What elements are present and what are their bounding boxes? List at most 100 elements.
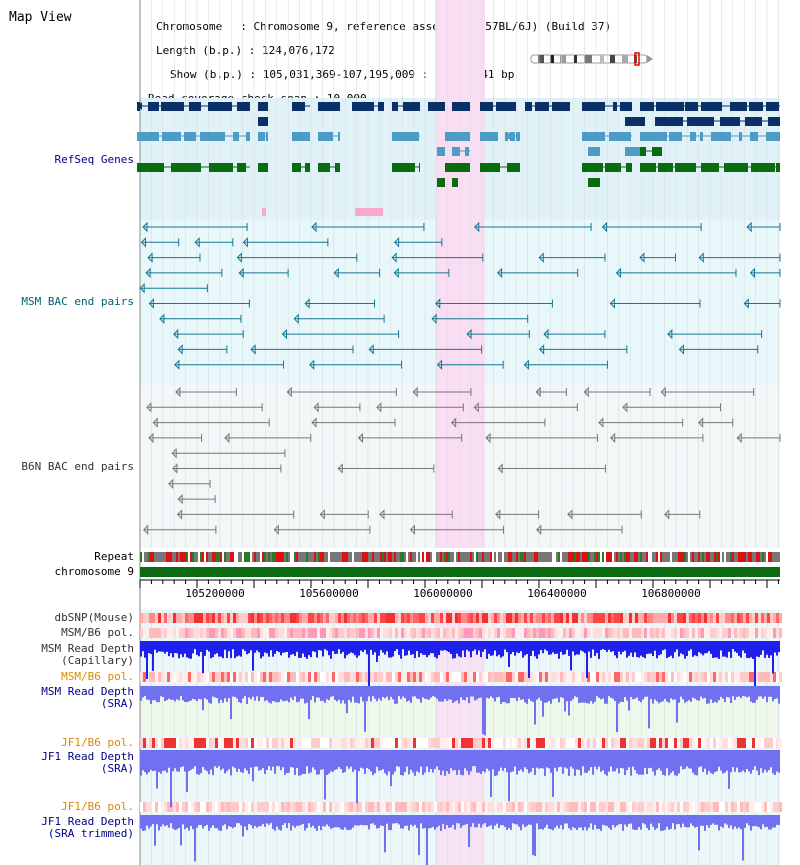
msm-pol2-cell [215,672,218,682]
gene-exon [465,147,469,156]
b6n-bac-end [313,402,319,413]
jf1-trim-depth-bar [640,815,642,830]
repeat-block [610,552,612,562]
msm-depth-bar [204,641,206,656]
jf1-pol2-cell [221,802,224,812]
msm-sra-depth-bar [690,686,692,702]
jf1-trim-depth-bar [584,815,586,828]
msm-depth-bar [466,641,468,650]
msm-pol2-cell [725,672,728,682]
b6n-bac-end [610,432,616,444]
jf1-pol-cell [491,738,494,748]
jf1-depth-bar [292,750,294,768]
jf1-pol-cell [392,738,395,748]
jf1-depth-bar [202,750,204,767]
msm-pol-cell [527,628,530,638]
msm-sra-depth-bar [606,686,608,704]
repeat-block [354,552,356,562]
msm-depth-bar [140,641,142,657]
msm-depth-bar [520,641,522,652]
jf1-depth-bar [536,750,538,768]
msm-depth-bar [408,641,410,651]
repeat-block [744,552,746,562]
msm-depth-bar [588,641,590,652]
jf1-pol-cell [614,738,617,748]
msm-depth-bar [778,641,780,653]
msm-pol-cell [698,628,701,638]
msm-pol2-cell [743,672,746,682]
jf1-pol2-cell [236,802,239,812]
jf1-depth-bar [546,750,548,768]
jf1-depth-bar [318,750,320,775]
chromosome-ideogram[interactable] [530,52,656,66]
jf1-depth-bar [776,750,778,772]
jf1-depth-bar [588,750,590,771]
jf1-depth-bar [656,750,658,770]
jf1-depth-bar [374,750,376,774]
jf1-trim-depth-bar [164,815,166,827]
jf1-depth-bar [304,750,306,774]
jf1-trim-depth-bar [152,815,154,824]
jf1-depth-bar [566,750,568,769]
msm-depth-bar [342,641,344,652]
repeat-block [644,552,646,562]
jf1-trim-depth-bar [244,815,246,827]
msm-depth-bar [760,641,762,655]
dbsnp-cell [746,613,749,623]
dbsnp-cell [275,613,278,623]
jf1-depth-bar [234,750,236,769]
jf1-pol-cell [770,738,773,748]
jf1-trim-depth-bar [776,815,778,825]
msm-pol2-cell [251,672,254,682]
jf1-pol2-cell [140,802,143,812]
repeat-block [484,552,486,562]
msm-sra-depth-bar [562,686,564,698]
jf1-trim-depth-bar [714,815,716,825]
jf1-depth-bar [640,750,642,775]
repeat-block [320,552,322,562]
jf1-depth-bar [402,750,404,776]
msm-depth-bar [754,641,756,687]
msm-depth-bar [502,641,504,657]
jf1-trim-depth-bar [622,815,624,831]
repeat-block [270,552,272,562]
jf1-depth-bar [272,750,274,767]
repeat-block [378,552,380,562]
msm-pol-cell [395,628,398,638]
msm-sra-depth-bar [256,686,258,697]
msm-sra-depth-bar [770,686,772,697]
dbsnp-cell [158,613,161,623]
msm-pol2-cell [296,672,299,682]
msm-pol-cell [290,628,293,638]
jf1-depth-bar [702,750,704,772]
jf1-depth-bar [518,750,520,771]
b6n-bac-end [697,417,704,428]
repeat-block [460,552,462,562]
gene-exon [642,147,645,156]
msm-pol-cell [434,628,437,638]
msm-depth-bar [420,641,422,654]
msm-sra-depth-bar [422,686,424,698]
msm-sra-depth-bar [168,686,170,699]
jf1-depth-bar [482,750,484,772]
msm-bac-end [174,359,180,370]
repeat-block [300,552,302,562]
repeat-block [772,552,774,562]
jf1-depth-bar [516,750,518,775]
msm-depth-bar [708,641,710,652]
jf1-depth-bar [352,750,354,772]
jf1-pol-cell [167,738,170,748]
jf1-pol-cell [440,738,443,748]
msm-pol2-cell [491,672,494,682]
repeat-block [408,552,410,562]
msm-depth-bar [686,641,688,656]
repeat-block [540,552,542,562]
jf1-trim-depth-bar [454,815,456,830]
dbsnp-cell [683,613,686,623]
jf1-pol-cell [728,738,731,748]
dbsnp-cell [596,613,599,623]
dbsnp-cell [647,613,650,623]
gene-exon [588,147,600,156]
jf1-depth-bar [774,750,776,775]
msm-sra-depth-bar [376,686,378,702]
